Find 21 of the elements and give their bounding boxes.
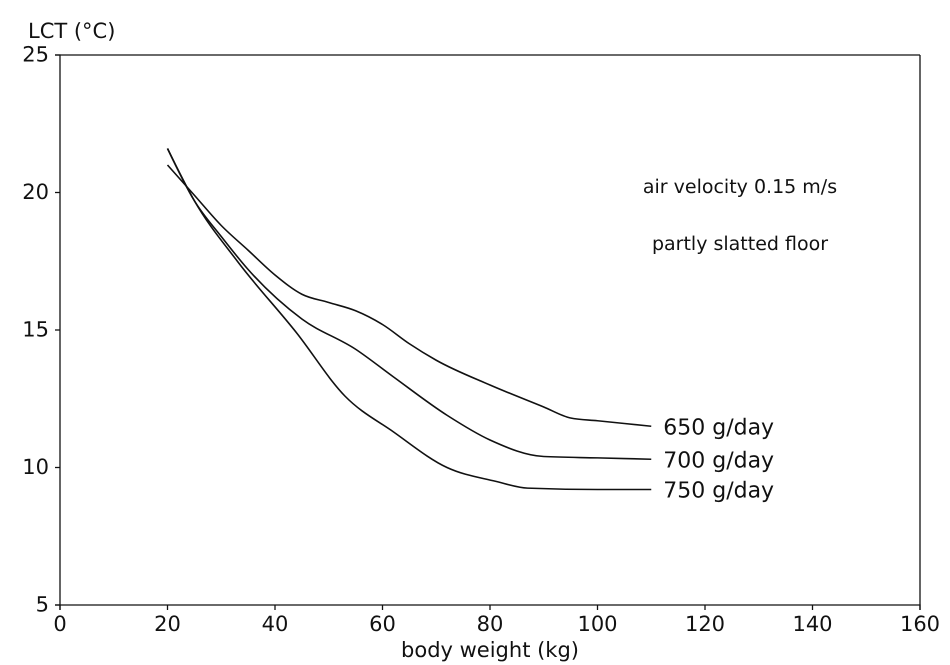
y-tick-label: 15 <box>22 318 49 342</box>
x-tick-label: 140 <box>792 612 833 636</box>
y-tick-label: 10 <box>22 455 49 480</box>
x-tick-label: 20 <box>154 612 181 636</box>
x-tick-label: 80 <box>476 612 504 636</box>
x-axis-title: body weight (kg) <box>401 638 579 662</box>
series-label: 700 g/day <box>663 448 774 474</box>
y-tick-label: 20 <box>22 180 49 204</box>
x-tick-label: 120 <box>684 612 726 636</box>
x-tick-label: 40 <box>262 612 288 636</box>
annotation: air velocity 0.15 m/s <box>642 176 838 198</box>
x-tick-label: 160 <box>900 612 940 636</box>
x-tick-label: 0 <box>53 612 67 636</box>
x-tick-label: 100 <box>577 612 618 636</box>
series-label: 650 g/day <box>663 415 774 440</box>
annotation: partly slatted floor <box>652 233 828 255</box>
y-tick-label: 5 <box>36 592 49 617</box>
y-tick-label: 25 <box>22 42 49 67</box>
y-axis-title: LCT (°C) <box>28 19 116 43</box>
x-tick-label: 60 <box>369 612 396 636</box>
series-label: 750 g/day <box>663 478 774 504</box>
